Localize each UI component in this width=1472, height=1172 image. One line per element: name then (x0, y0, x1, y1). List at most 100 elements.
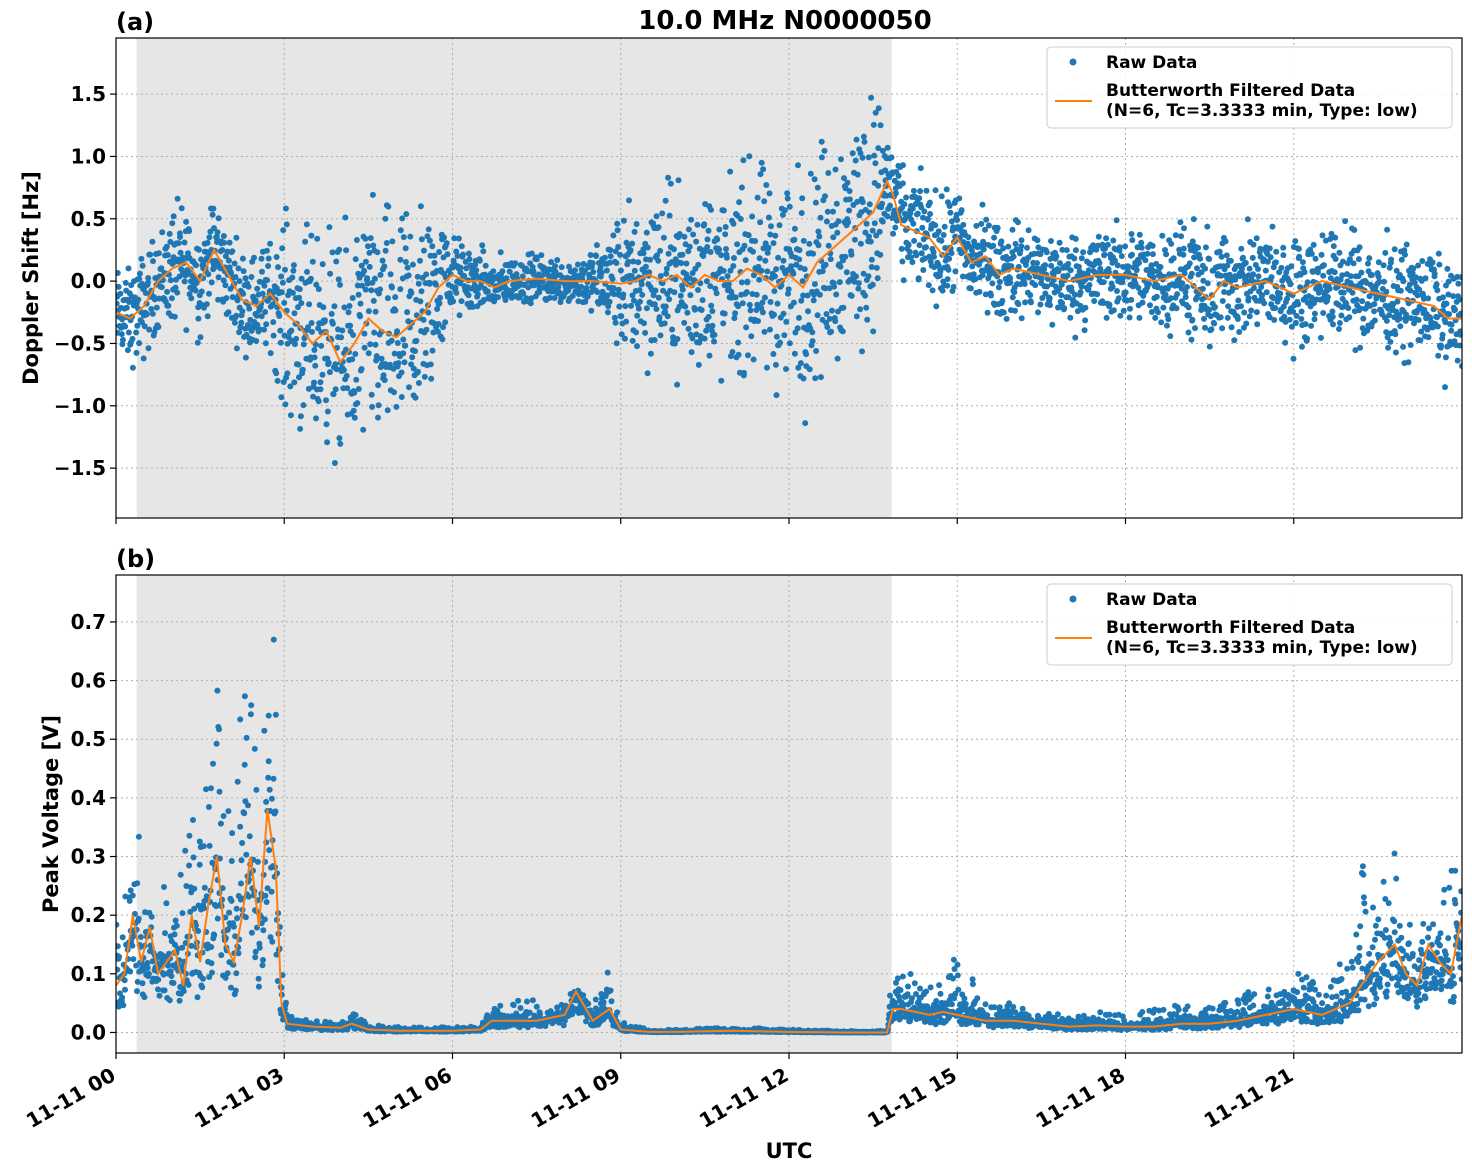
panel-a-raw-point (425, 226, 432, 233)
panel-a-raw-point (1035, 309, 1041, 316)
panel-a-raw-point (1458, 274, 1462, 281)
panel-a-raw-point (754, 301, 761, 308)
panel-a-raw-point (233, 312, 240, 319)
panel-b-raw-point (243, 734, 250, 741)
panel-a-raw-point (1009, 226, 1016, 233)
panel-b-raw-point (121, 977, 128, 984)
panel-a-raw-point (139, 262, 146, 269)
panel-a-raw-point (1298, 308, 1305, 315)
panel-a-raw-point (662, 197, 669, 204)
panel-a-raw-point (1327, 236, 1334, 242)
panel-a-raw-point (1386, 312, 1393, 319)
panel-a-raw-point (1185, 329, 1192, 336)
panel-a-raw-point (317, 386, 324, 393)
panel-a-raw-point (1330, 243, 1337, 250)
panel-a-raw-point (252, 297, 259, 304)
panel-a-legend-raw-marker (1069, 58, 1077, 66)
panel-a-raw-point (944, 276, 951, 283)
panel-a-raw-point (380, 372, 387, 379)
panel-a-raw-point (253, 312, 260, 319)
panel-a-raw-point (226, 239, 233, 246)
panel-a-raw-point (429, 243, 436, 250)
panel-a-raw-point (1336, 320, 1343, 326)
panel-a-raw-point (821, 147, 828, 154)
panel-a-raw-point (436, 300, 443, 307)
panel-b-raw-point (283, 999, 289, 1006)
panel-a-raw-point (952, 268, 959, 275)
panel-a-raw-point (342, 214, 349, 221)
panel-a-raw-point (555, 283, 562, 290)
panel-a-raw-point (777, 339, 784, 346)
panel-a-raw-point (299, 366, 306, 373)
panel-b-raw-point (259, 962, 266, 969)
panel-a-raw-point (677, 292, 684, 299)
panel-a-raw-point (589, 260, 596, 267)
panel-a-y-tick-label: 1.5 (71, 82, 106, 106)
panel-a-raw-point (972, 276, 979, 282)
panel-a-raw-point (196, 246, 202, 253)
panel-a-raw-point (303, 221, 310, 228)
panel-a-raw-point (1122, 289, 1129, 296)
panel-a-raw-point (1456, 342, 1462, 349)
panel-a-raw-point (166, 230, 173, 237)
panel-a-raw-point (1182, 294, 1189, 300)
panel-a-raw-point (1351, 227, 1358, 233)
panel-a-raw-point (679, 286, 686, 293)
panel-a-raw-point (1168, 240, 1175, 247)
figure-title: 10.0 MHz N0000050 (638, 6, 931, 36)
panel-a-raw-point (1150, 274, 1157, 281)
panel-a-raw-point (277, 339, 284, 346)
panel-a-raw-point (1238, 266, 1245, 273)
panel-a-raw-point (788, 263, 795, 270)
panel-a-legend-filtered-label-1: Butterworth Filtered Data (1106, 81, 1355, 101)
panel-a-raw-point (689, 335, 696, 342)
panel-a-raw-point (1392, 331, 1399, 338)
panel-a-raw-point (183, 327, 190, 334)
panel-a-raw-point (1266, 245, 1273, 252)
panel-a-raw-point (192, 287, 199, 294)
panel-b-raw-point (228, 858, 235, 864)
panel-a-raw-point (643, 229, 650, 236)
panel-a-raw-point (309, 258, 316, 265)
panel-b-raw-point (145, 970, 152, 977)
panel-a-raw-point (495, 294, 501, 301)
panel-a-raw-point (598, 269, 605, 276)
panel-a-raw-point (315, 286, 322, 293)
panel-a-raw-point (1296, 253, 1303, 260)
panel-a-raw-point (1435, 352, 1442, 359)
panel-b-raw-point (237, 823, 244, 830)
panel-a-raw-point (1207, 313, 1214, 320)
panel-a-raw-point (1153, 293, 1160, 300)
panel-a-raw-point (215, 296, 222, 303)
panel-a-raw-point (453, 289, 460, 296)
panel-a-raw-point (1097, 267, 1104, 273)
panel-a-raw-point (1393, 267, 1400, 274)
panel-a-raw-point (362, 258, 369, 265)
panel-b-raw-point (224, 970, 231, 977)
panel-a-raw-point (706, 352, 713, 359)
panel-a-raw-point (1277, 290, 1284, 297)
panel-a-raw-point (848, 292, 855, 299)
panel-a-raw-point (842, 253, 849, 260)
panel-b-raw-point (139, 980, 146, 987)
panel-a-raw-point (238, 319, 245, 326)
panel-a-raw-point (916, 242, 923, 249)
panel-a-raw-point (667, 180, 674, 187)
panel-a-raw-point (338, 334, 345, 341)
panel-a-raw-point (344, 385, 351, 392)
panel-a-raw-point (666, 212, 673, 219)
panel-a-raw-point (506, 268, 513, 275)
panel-a-raw-point (346, 303, 353, 309)
panel-a-raw-point (657, 247, 664, 254)
panel-a-raw-point (1253, 309, 1260, 316)
panel-b-raw-point (248, 702, 255, 709)
panel-a-raw-point (265, 263, 272, 269)
panel-a-raw-point (807, 170, 814, 177)
panel-a-raw-point (1110, 307, 1117, 314)
panel-a-raw-point (932, 187, 939, 194)
panel-a-x-axis (115, 518, 1295, 524)
panel-a-raw-point (1443, 300, 1450, 307)
panel-a-raw-point (802, 420, 809, 427)
panel-b-raw-point (252, 948, 259, 955)
panel-a-raw-point (125, 329, 132, 336)
